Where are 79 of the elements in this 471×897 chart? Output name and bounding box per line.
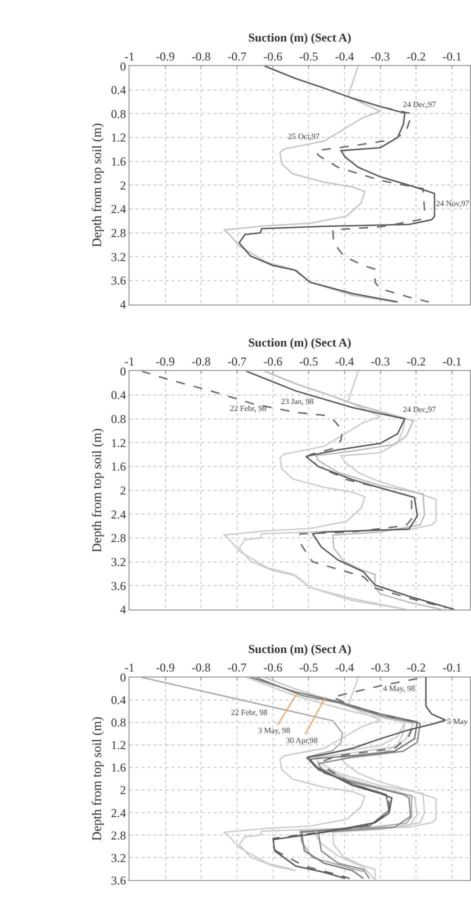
y-axis-title: Depth from top soil (m) [89,123,104,248]
y-tick-label: 0.4 [111,388,126,402]
x-tick-label: -0.9 [156,354,175,368]
y-tick-label: 2 [120,783,126,798]
annotation: 23 Jan, 98 [281,397,314,406]
y-tick-label: 0.8 [111,412,126,426]
x-tick-label: -0.5 [299,354,318,368]
y-tick-label: 3.6 [111,274,126,288]
x-axis-title: Suction (m) (Sect A) [248,30,352,45]
x-tick-label: -0.9 [156,49,175,64]
y-axis-title: Depth from top soil (m) [89,428,104,552]
annotation: 24 Nov,97 [436,199,470,208]
x-tick-label: -0.7 [227,49,246,64]
y-tick-label: 0.8 [111,106,126,121]
y-tick-label: 2 [120,178,126,192]
x-tick-label: -0.1 [442,49,462,64]
y-tick-label: 3.6 [111,578,126,593]
x-tick-label: -0.2 [406,660,426,675]
y-tick-label: 2.8 [111,828,126,842]
y-tick-label: 1.6 [111,760,126,775]
x-tick-label: -0.4 [335,354,354,368]
annotation: 30 Apr,98 [286,736,318,745]
y-tick-label: 1.2 [111,130,126,145]
x-tick-label: -0.3 [370,49,390,64]
x-axis-title: Suction (m) (Sect A) [248,336,352,350]
y-tick-label: 1.2 [111,738,126,752]
y-tick-label: 2.8 [111,531,126,546]
x-tick-label: -0.2 [406,49,426,64]
annotation: 22 Febr, 98 [231,708,268,717]
y-tick-label: 4 [120,297,126,312]
y-axis-title: Depth from top soil (m) [89,716,104,841]
annotation: 3 May, 98 [258,726,290,735]
x-tick-label: -0.1 [442,354,462,368]
x-tick-label: -0.8 [192,354,211,368]
y-tick-label: 3.2 [111,850,126,865]
y-tick-label: 3.2 [111,250,126,264]
x-tick-label: -1 [124,354,134,368]
x-tick-label: -0.6 [263,660,282,675]
x-tick-label: -0.6 [263,354,282,368]
y-tick-label: 0.4 [111,693,126,708]
y-tick-label: 1.6 [111,460,126,474]
y-tick-label: 0 [120,670,126,685]
x-axis-title: Suction (m) (Sect A) [248,642,352,656]
x-tick-label: -0.3 [370,354,390,368]
x-tick-label: -0.8 [192,660,211,675]
y-tick-label: 4 [120,602,126,617]
x-tick-label: -0.5 [299,660,318,675]
x-tick-label: -0.5 [299,49,318,64]
x-tick-label: -0.7 [227,660,246,675]
y-tick-label: 0.8 [111,716,126,730]
x-tick-label: -0.8 [192,49,211,64]
y-tick-label: 1.6 [111,154,126,169]
x-tick-label: -0.1 [442,660,462,675]
y-tick-label: 2.8 [111,226,126,240]
annotation: 24 Dec,97 [403,100,436,109]
x-tick-label: -0.6 [263,49,282,64]
x-tick-label: -0.9 [156,660,175,675]
annotation: 5 May [447,717,468,726]
y-tick-label: 3.6 [111,873,126,888]
y-tick-label: 1.2 [111,436,126,450]
y-tick-label: 2.4 [111,806,126,820]
x-tick-label: -1 [124,660,134,675]
x-tick-label: -0.3 [370,660,390,675]
annotation: 25 Oct,97 [288,132,320,141]
y-tick-label: 2.4 [111,507,126,522]
y-tick-label: 0 [120,59,126,74]
annotation: 22 Febr, 98 [230,404,266,413]
x-tick-label: -0.2 [406,354,426,368]
annotation: 24 Dec,97 [403,405,436,414]
x-tick-label: -0.7 [227,354,246,368]
y-tick-label: 3.2 [111,555,126,570]
x-tick-label: -0.4 [335,49,354,64]
x-tick-label: -0.4 [335,660,354,675]
annotation: 4 May, 98 [383,684,416,693]
y-tick-label: 0.4 [111,83,126,98]
y-tick-label: 0 [120,364,126,378]
y-tick-label: 2.4 [111,202,126,216]
x-tick-label: -1 [124,49,134,64]
y-tick-label: 2 [120,484,126,498]
